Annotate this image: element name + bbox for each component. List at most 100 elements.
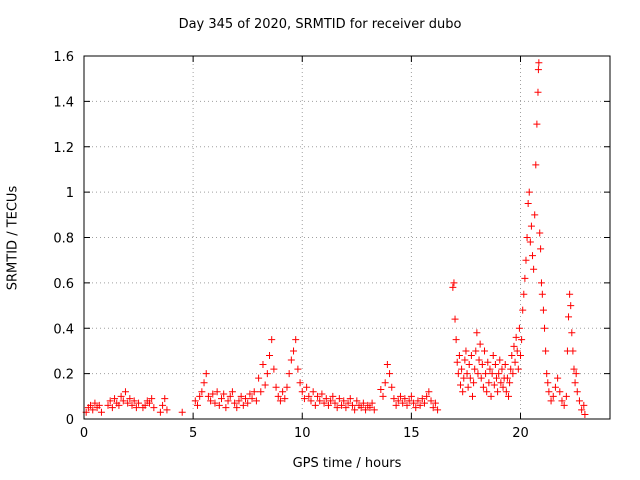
data-point: [534, 88, 542, 96]
data-point: [485, 379, 493, 387]
data-point: [261, 381, 269, 389]
data-point: [581, 410, 589, 418]
data-point: [178, 408, 186, 416]
data-point: [539, 306, 547, 314]
data-point: [351, 406, 359, 414]
data-point: [455, 351, 463, 359]
data-point: [508, 351, 516, 359]
data-point: [368, 399, 376, 407]
data-point: [470, 379, 478, 387]
data-point: [268, 336, 276, 344]
data-point: [569, 347, 577, 355]
data-point: [89, 406, 97, 414]
data-point: [342, 404, 350, 412]
data-point: [543, 370, 551, 378]
data-point: [148, 395, 156, 403]
data-point: [281, 395, 289, 403]
data-point: [452, 336, 460, 344]
data-point: [509, 370, 517, 378]
data-point: [259, 361, 267, 369]
y-tick-label: 0: [66, 413, 74, 428]
data-point: [331, 399, 339, 407]
data-point: [570, 365, 578, 373]
data-point: [218, 395, 226, 403]
data-point: [486, 365, 494, 373]
data-point: [545, 388, 553, 396]
data-point: [483, 388, 491, 396]
data-point: [505, 392, 513, 400]
data-point: [467, 351, 475, 359]
data-point: [283, 383, 291, 391]
data-point: [502, 388, 510, 396]
data-point: [235, 397, 243, 405]
data-point: [320, 399, 328, 407]
data-point: [242, 395, 250, 403]
data-point: [537, 279, 545, 287]
data-point: [407, 392, 415, 400]
data-point: [119, 397, 127, 405]
data-point: [228, 388, 236, 396]
data-point: [394, 397, 402, 405]
data-point: [377, 386, 385, 394]
data-point: [255, 374, 263, 382]
data-point: [300, 395, 308, 403]
data-point: [423, 392, 431, 400]
data-point: [403, 401, 411, 409]
data-point: [513, 347, 521, 355]
data-point: [200, 379, 208, 387]
data-point: [193, 401, 201, 409]
data-point: [239, 401, 247, 409]
data-point: [338, 401, 346, 409]
data-point: [524, 199, 532, 207]
data-point: [248, 395, 256, 403]
data-point: [412, 404, 420, 412]
data-point: [491, 361, 499, 369]
plot-frame: [83, 55, 611, 420]
data-point: [533, 120, 541, 128]
data-point: [346, 395, 354, 403]
data-point: [87, 401, 95, 409]
data-point: [496, 356, 504, 364]
data-point: [305, 392, 313, 400]
data-point: [316, 397, 324, 405]
data-point: [429, 404, 437, 412]
data-point: [529, 252, 537, 260]
data-point: [554, 374, 562, 382]
data-point: [475, 356, 483, 364]
data-point: [517, 351, 525, 359]
data-point: [542, 347, 550, 355]
data-point: [536, 229, 544, 237]
data-point: [462, 347, 470, 355]
data-point: [478, 361, 486, 369]
data-point: [220, 390, 228, 398]
data-point: [493, 374, 501, 382]
data-point: [484, 358, 492, 366]
data-point: [128, 401, 136, 409]
data-point: [392, 401, 400, 409]
data-point: [263, 370, 271, 378]
data-point: [538, 290, 546, 298]
data-point: [503, 374, 511, 382]
data-point: [451, 315, 459, 323]
data-point: [473, 329, 481, 337]
data-point: [111, 395, 119, 403]
data-point: [211, 399, 219, 407]
data-point: [498, 365, 506, 373]
data-point: [401, 395, 409, 403]
data-point: [117, 392, 125, 400]
data-point: [276, 397, 284, 405]
data-point: [541, 324, 549, 332]
x-axis-label: GPS time / hours: [292, 456, 402, 471]
data-point: [388, 383, 396, 391]
data-point: [410, 399, 418, 407]
data-point: [466, 374, 474, 382]
data-point: [209, 390, 217, 398]
data-point: [465, 361, 473, 369]
data-point: [222, 404, 230, 412]
data-point: [477, 374, 485, 382]
data-point: [518, 336, 526, 344]
data-point: [294, 365, 302, 373]
data-point: [519, 306, 527, 314]
data-point: [472, 347, 480, 355]
